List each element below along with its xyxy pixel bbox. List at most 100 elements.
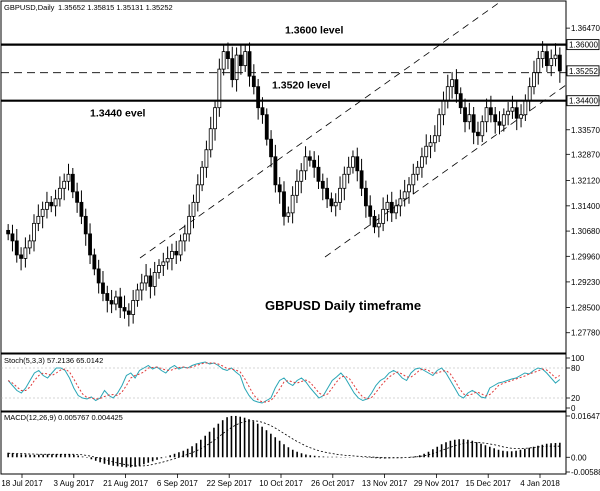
bear-candle-body (260, 107, 265, 116)
bull-candle-body (113, 296, 118, 305)
bull-candle-body (484, 107, 489, 123)
bull-candle-body (139, 282, 144, 291)
bear-candle-body (105, 293, 110, 301)
price-box-text: 1.34400 (569, 97, 598, 106)
stoch-tick-label: 20 (571, 394, 580, 403)
bear-candle-body (320, 180, 325, 189)
candle (398, 189, 403, 217)
bear-candle-body (148, 275, 153, 287)
bull-candle-body (506, 110, 511, 116)
bull-candle-body (549, 58, 554, 67)
bull-candle-body (428, 142, 433, 147)
price-tick-label: 1.29960 (571, 252, 600, 261)
price-tick-label: 1.30680 (571, 227, 600, 236)
bull-candle-body (221, 51, 226, 70)
candle (471, 106, 476, 145)
macd-tick-label: 0.016477 (571, 412, 600, 421)
bear-candle-body (514, 107, 519, 119)
candle (316, 155, 321, 190)
candle (325, 177, 330, 208)
bear-candle-body (325, 187, 330, 200)
bear-candle-body (471, 114, 476, 133)
candle (532, 60, 536, 95)
price-box-label: 1.34400 (566, 95, 600, 107)
macd-panel: MACD(12,26,9) 0.005767 0.004425 (0, 411, 567, 475)
candle (157, 259, 161, 279)
bear-candle-body (126, 310, 131, 315)
candle (277, 177, 282, 204)
bull-candle-body (243, 51, 248, 67)
candle (428, 135, 433, 159)
candle (62, 173, 67, 201)
candle (49, 196, 54, 213)
price-box (566, 39, 600, 51)
bear-candle-body (359, 170, 364, 189)
bear-candle-body (88, 233, 92, 256)
candle (118, 287, 123, 319)
bull-candle-body (208, 128, 213, 151)
candle (105, 285, 110, 313)
bull-candle-body (303, 156, 308, 172)
candle (299, 163, 304, 194)
time-tick-label: 3 Aug 2017 (54, 479, 95, 488)
bull-candle-body (523, 100, 528, 116)
price-tick-label: 1.33570 (571, 126, 600, 135)
candle (165, 246, 170, 270)
symbol-label: GBPUSD,Daily (4, 3, 55, 12)
bear-candle-body (122, 307, 127, 312)
time-tick-label: 21 Aug 2017 (103, 479, 148, 488)
candle (497, 111, 502, 135)
stoch-label: Stoch(5,3,3) 57.2136 65.0142 (4, 356, 103, 365)
candle (23, 237, 28, 268)
price-panel: GBPUSD,Daily 1.35652 1.35815 1.35131 1.3… (0, 0, 567, 354)
candle (92, 248, 97, 276)
candle (493, 106, 498, 134)
bear-candle-body (307, 156, 312, 161)
candle (19, 247, 23, 271)
candle (549, 49, 554, 77)
candle (208, 116, 213, 158)
bull-candle-body (424, 145, 429, 158)
candle (264, 108, 269, 146)
candle (182, 224, 187, 252)
price-tick-label: 1.27780 (571, 329, 600, 338)
macd-axis: 0.016477 0.00 -0.005881 (566, 412, 600, 477)
bear-candle-body (389, 201, 394, 214)
candle (174, 240, 179, 265)
candle (480, 115, 485, 143)
level-label: 1.3520 level (272, 80, 330, 92)
candle (101, 271, 105, 302)
candle (148, 268, 153, 299)
candle (234, 47, 239, 92)
candle (57, 176, 62, 207)
bull-candle-body (290, 194, 295, 214)
bull-candle-body (23, 247, 28, 259)
bear-candle-body (6, 229, 11, 235)
bull-candle-body (411, 173, 416, 186)
price-tick-label: 1.28500 (571, 303, 600, 312)
channel-upper-line (139, 1, 501, 259)
bull-candle-body (213, 107, 217, 130)
candle (195, 174, 200, 212)
candle (303, 146, 308, 180)
bear-candle-body (230, 58, 235, 81)
candle (286, 206, 291, 223)
bear-candle-body (256, 86, 261, 109)
candle (476, 121, 480, 145)
candle (170, 243, 174, 271)
bull-candle-body (441, 100, 446, 116)
bull-candle-body (32, 222, 36, 242)
time-tick-label: 6 Sep 2017 (157, 479, 198, 488)
candle (247, 42, 252, 87)
candle (187, 204, 192, 242)
candle (217, 58, 222, 117)
candle (256, 78, 261, 120)
price-levels: 1.3600 level 1.3520 level 1.3440 evel (1, 25, 566, 120)
bull-candle-body (381, 208, 386, 224)
price-box-label: 1.36000 (566, 39, 600, 51)
candle (75, 182, 80, 213)
time-tick-label: 4 Jan 2018 (520, 479, 560, 488)
candle (204, 140, 209, 178)
bear-candle-body (273, 156, 278, 186)
bear-candle-body (493, 114, 498, 123)
